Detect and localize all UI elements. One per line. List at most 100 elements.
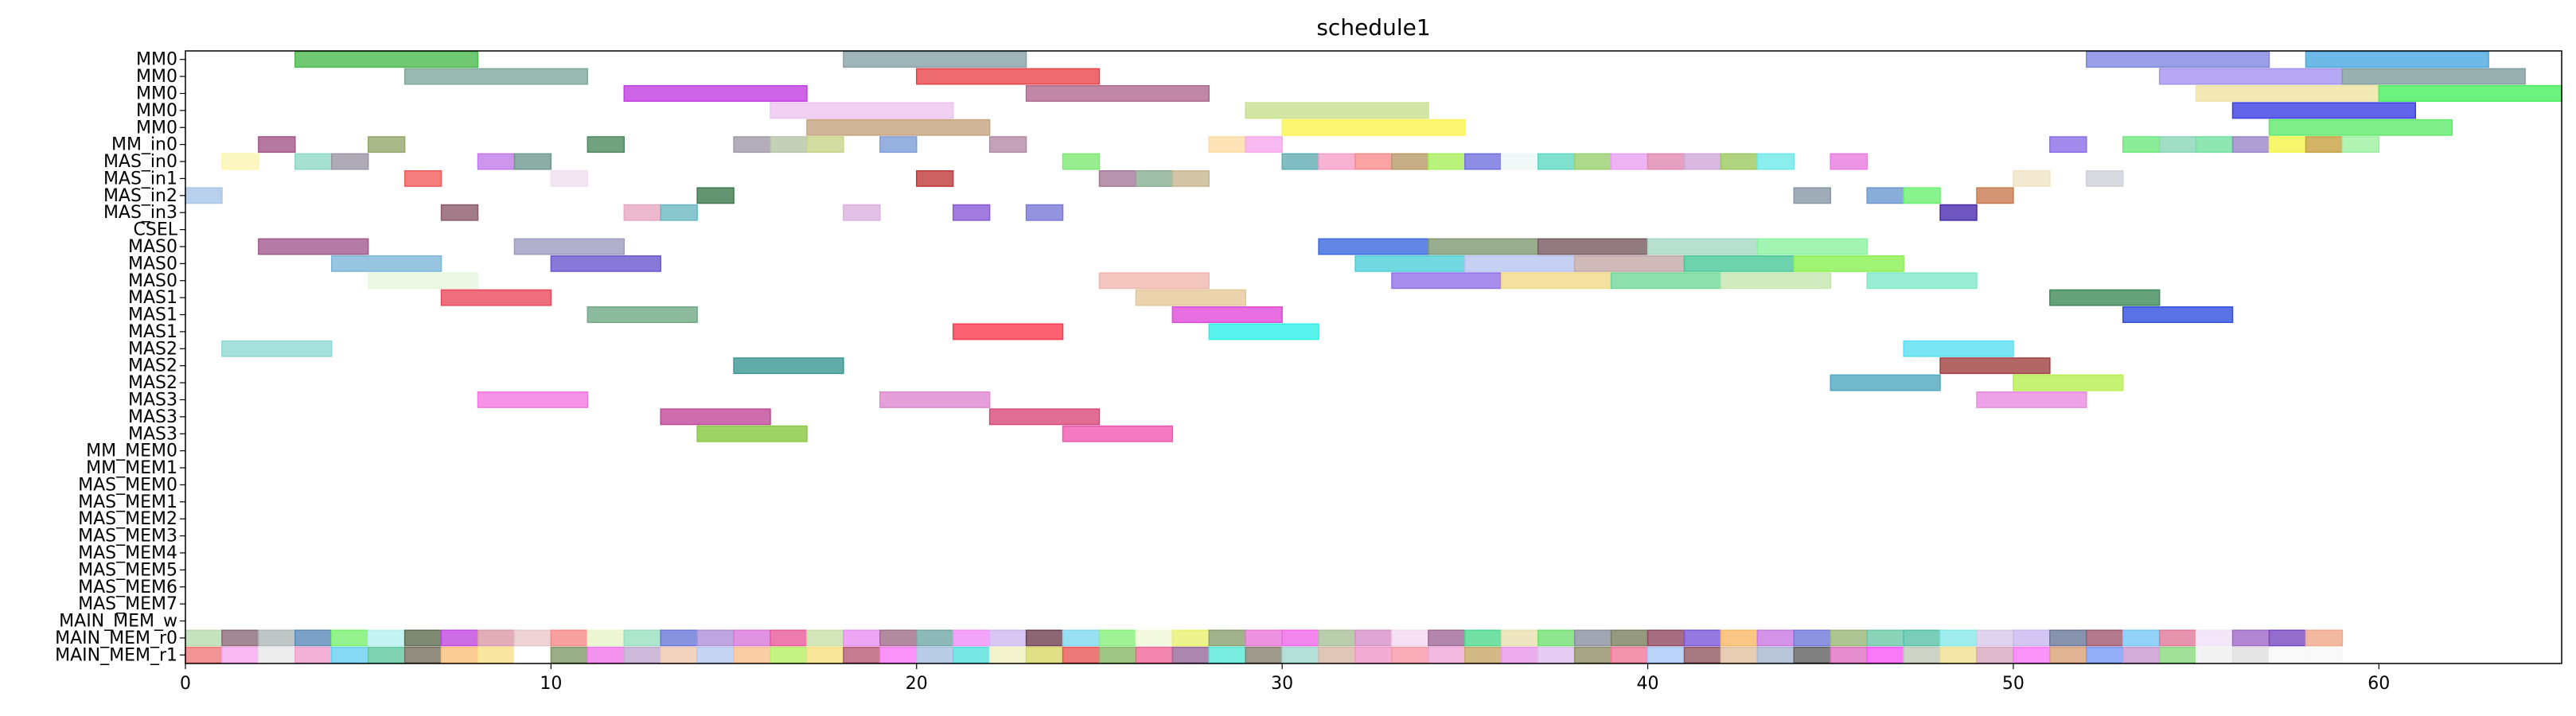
task-bar	[1647, 646, 1686, 663]
y-tick-label: MAS_in0	[103, 152, 177, 172]
plot-frame	[185, 50, 2562, 664]
task-bar	[879, 629, 918, 647]
task-bar	[2122, 646, 2161, 663]
task-bar	[294, 51, 479, 68]
x-tick-label: 40	[1637, 674, 1659, 694]
task-bar	[2305, 629, 2344, 647]
task-bar	[1573, 629, 1612, 647]
task-bar	[988, 136, 1027, 154]
task-bar	[1573, 646, 1612, 663]
task-bar	[477, 646, 516, 663]
task-bar	[2049, 646, 2087, 663]
x-tick-label: 60	[2368, 674, 2390, 694]
task-bar	[1208, 136, 1246, 154]
task-bar	[2341, 68, 2526, 85]
task-bar	[1610, 629, 1649, 647]
task-bar	[843, 629, 881, 647]
task-bar	[221, 629, 259, 647]
task-bar	[2122, 136, 2161, 154]
task-bar	[660, 646, 698, 663]
task-bar	[1939, 629, 1978, 647]
task-bar	[1464, 629, 1502, 647]
task-bar	[1245, 102, 1429, 119]
task-bar	[770, 136, 808, 154]
task-bar	[2268, 119, 2453, 136]
y-tick-label: MAS_MEM3	[78, 527, 177, 547]
y-tick-label: MM_MEM1	[86, 458, 177, 478]
task-bar	[1720, 153, 1759, 170]
y-tick-label: MAS_in3	[103, 203, 177, 223]
y-tick-label: MM_MEM0	[86, 442, 177, 461]
task-bar	[1318, 629, 1356, 647]
task-bar	[1537, 238, 1649, 255]
task-bar	[1135, 289, 1246, 306]
task-bar	[2231, 136, 2270, 154]
task-bar	[1647, 238, 1759, 255]
x-tick-label: 0	[180, 674, 191, 694]
y-tick-label: MAS_MEM0	[78, 475, 177, 495]
task-bar	[1428, 629, 1466, 647]
y-tick-label: MM0	[136, 50, 177, 70]
y-tick-label: MAS1	[128, 305, 177, 325]
task-bar	[660, 408, 771, 426]
task-bar	[513, 238, 625, 255]
task-bar	[1098, 629, 1137, 647]
task-bar	[2122, 629, 2161, 647]
task-bar	[2195, 85, 2380, 102]
task-bar	[403, 629, 442, 647]
task-bar	[1830, 153, 1868, 170]
task-bar	[1756, 238, 1868, 255]
task-bar	[1501, 153, 1539, 170]
task-bar	[2049, 629, 2087, 647]
task-bar	[331, 629, 369, 647]
task-bar	[2013, 169, 2051, 187]
task-bar	[331, 646, 369, 663]
task-bar	[988, 646, 1027, 663]
y-tick-label: MAS3	[128, 424, 177, 444]
task-bar	[952, 204, 991, 221]
task-bar	[403, 68, 589, 85]
y-tick-label: MAIN_MEM_w	[59, 612, 177, 632]
task-bar	[770, 646, 808, 663]
task-bar	[1537, 646, 1576, 663]
task-bar	[696, 425, 808, 442]
task-bar	[623, 646, 661, 663]
y-tick-label: MAS3	[128, 390, 177, 410]
task-bar	[1683, 153, 1722, 170]
y-tick-label: MAS_in1	[103, 169, 177, 189]
task-bar	[1830, 374, 1941, 391]
task-bar	[550, 646, 589, 663]
task-bar	[1208, 323, 1319, 340]
task-bar	[1573, 255, 1686, 272]
task-bar	[1135, 169, 1174, 187]
task-bar	[1391, 629, 1429, 647]
task-bar	[440, 646, 479, 663]
task-bar	[258, 238, 369, 255]
task-bar	[2268, 136, 2307, 154]
task-bar	[1501, 646, 1539, 663]
task-bar	[916, 169, 954, 187]
task-bar	[1354, 629, 1393, 647]
task-bar	[733, 357, 844, 375]
task-bar	[2013, 629, 2051, 647]
task-bar	[806, 119, 991, 136]
task-bar	[1464, 153, 1502, 170]
task-bar	[806, 136, 844, 154]
task-bar	[1245, 629, 1283, 647]
task-bar	[258, 646, 296, 663]
task-bar	[770, 629, 808, 647]
task-bar	[1171, 646, 1210, 663]
x-tick-label: 20	[906, 674, 928, 694]
task-bar	[1171, 306, 1283, 323]
task-bar	[916, 68, 1101, 85]
y-tick-label: MAS_in2	[103, 186, 177, 206]
task-bar	[1830, 629, 1868, 647]
task-bar	[1866, 187, 1904, 204]
task-bar	[1354, 255, 1466, 272]
task-bar	[1354, 153, 1393, 170]
task-bar	[1756, 153, 1795, 170]
task-bar	[1976, 646, 2014, 663]
task-bar	[843, 51, 1027, 68]
x-tick-label: 10	[540, 674, 562, 694]
task-bar	[1939, 357, 2051, 375]
